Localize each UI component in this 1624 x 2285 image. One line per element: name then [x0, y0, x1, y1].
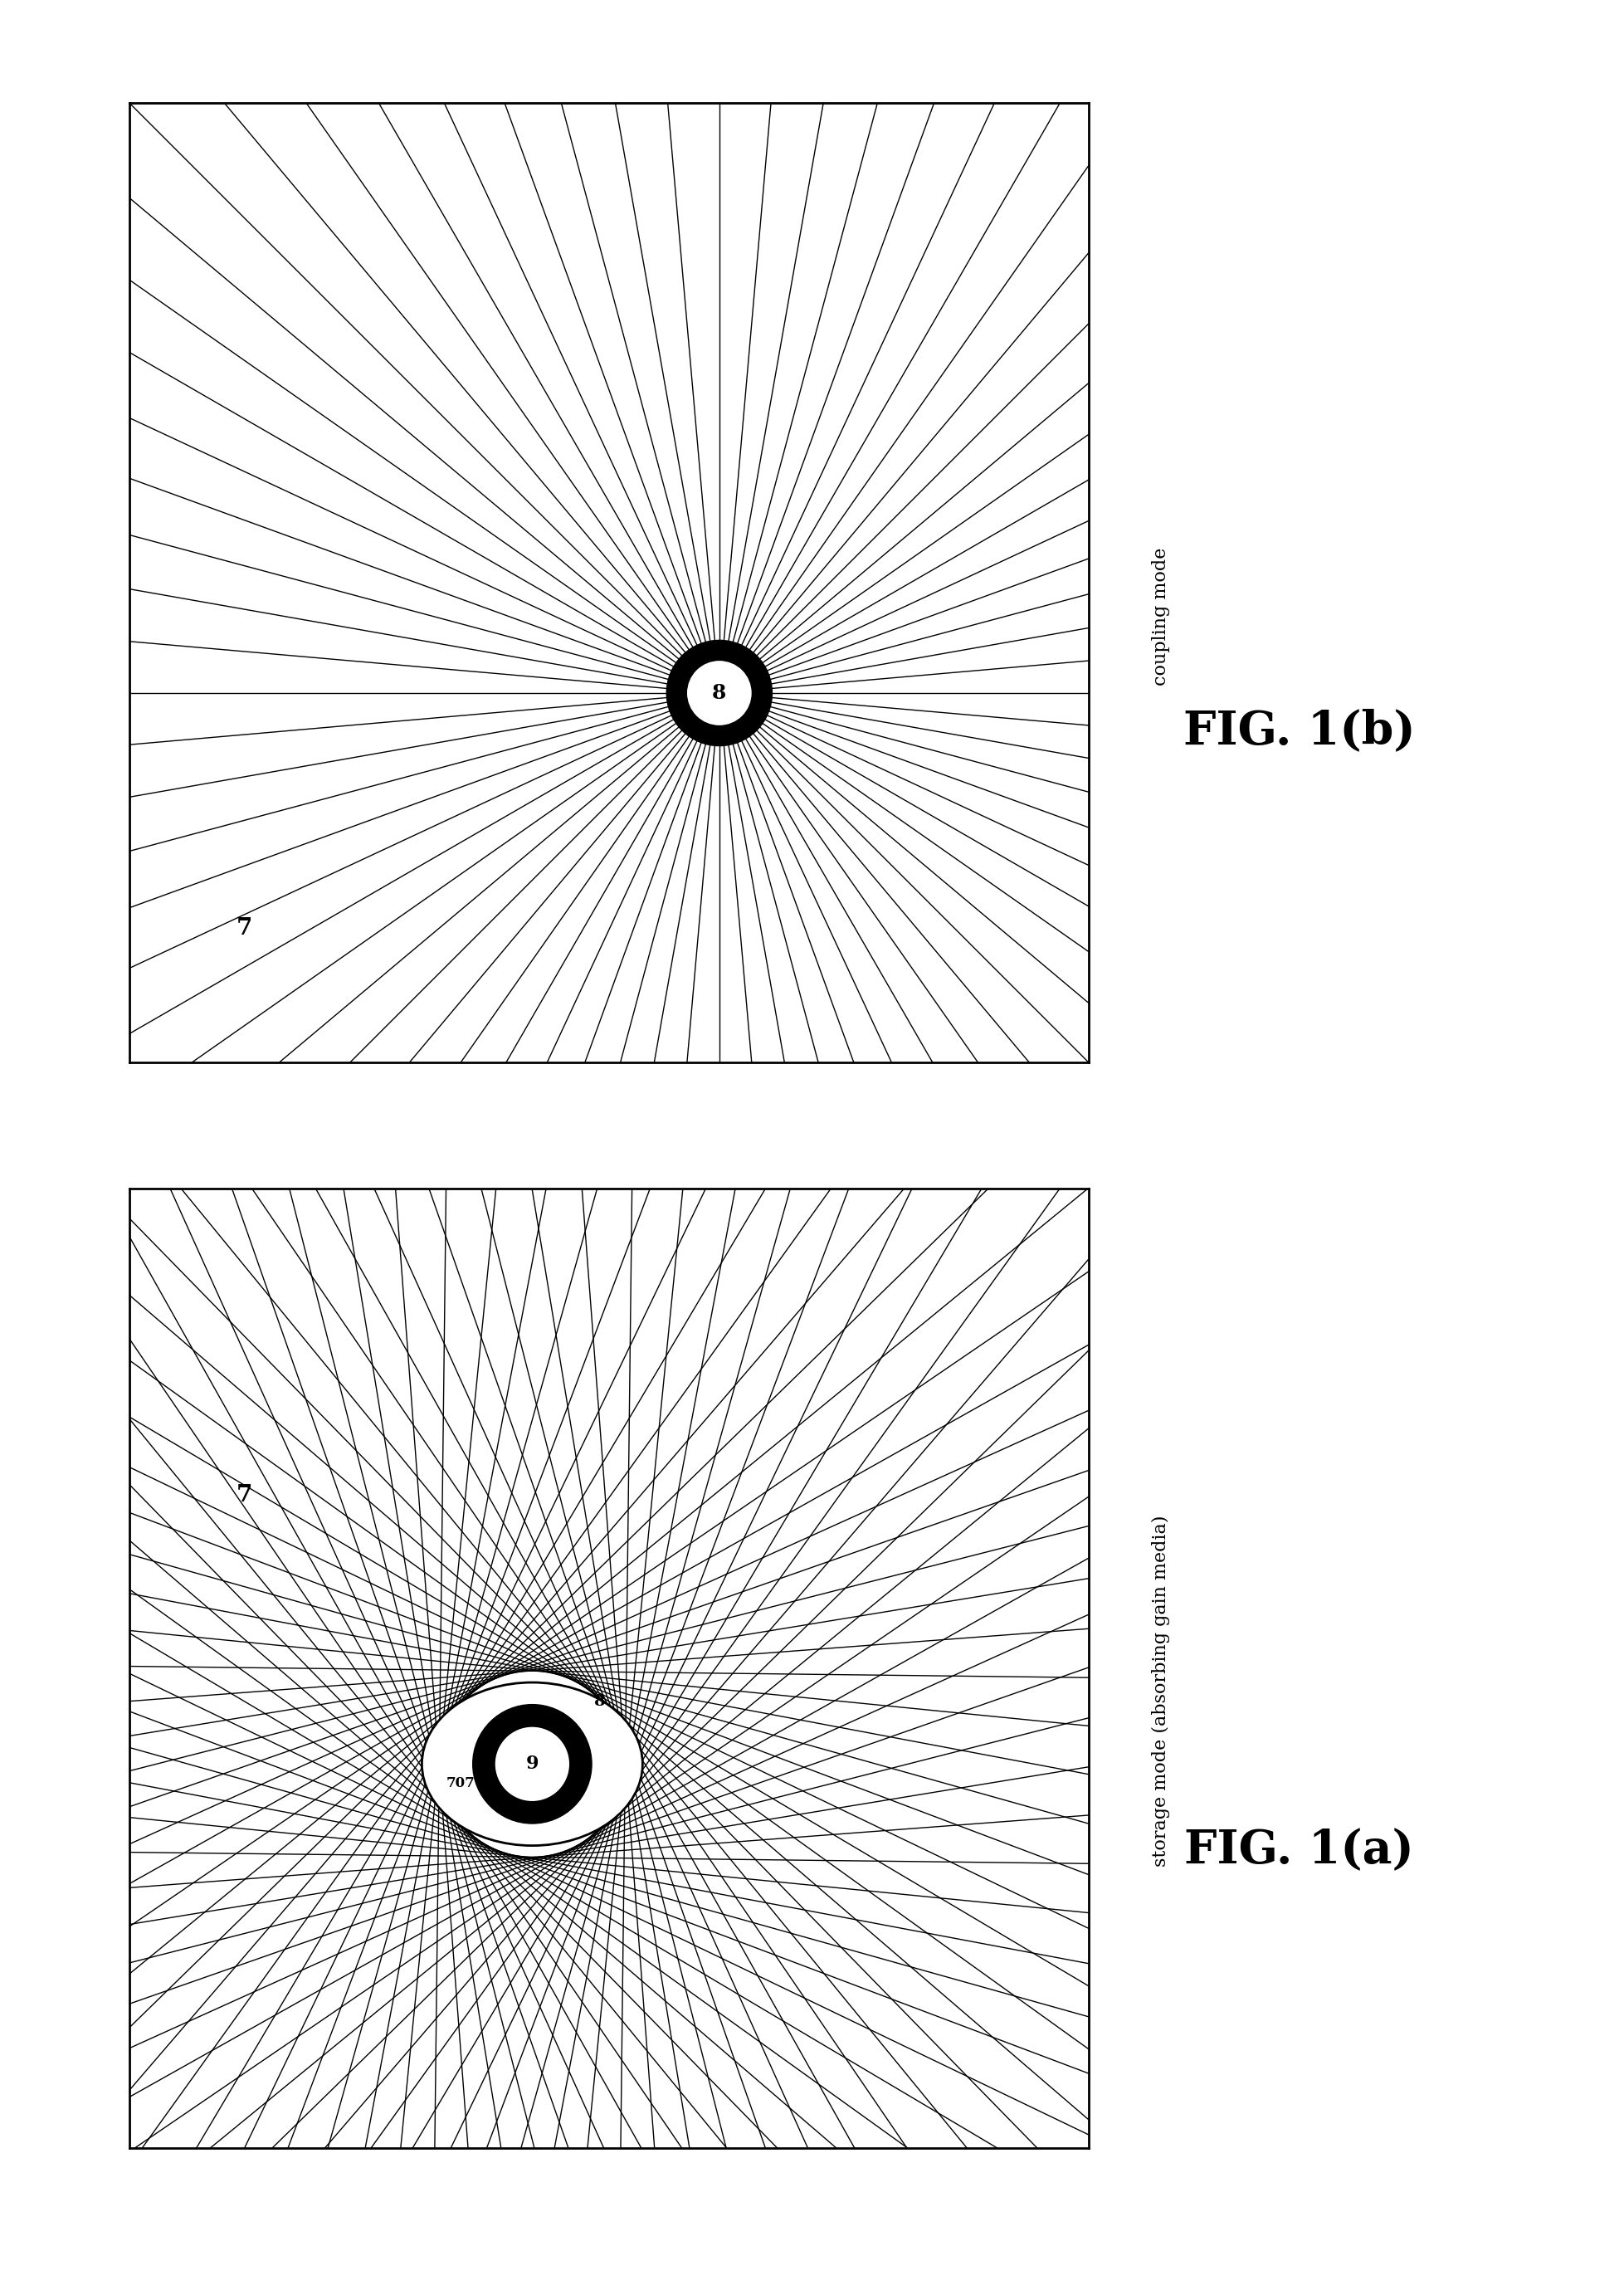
Circle shape: [495, 1727, 568, 1801]
Text: 7: 7: [237, 1483, 252, 1506]
Text: 8: 8: [713, 683, 726, 704]
Text: FIG. 1(a): FIG. 1(a): [1184, 1828, 1415, 1874]
Text: 9: 9: [526, 1755, 539, 1773]
Circle shape: [666, 640, 771, 745]
Text: 8: 8: [594, 1693, 606, 1709]
Circle shape: [473, 1705, 591, 1823]
Text: 7: 7: [237, 916, 252, 939]
Circle shape: [687, 660, 750, 724]
Ellipse shape: [422, 1682, 643, 1846]
Text: 707: 707: [447, 1775, 474, 1789]
Text: FIG. 1(b): FIG. 1(b): [1184, 708, 1415, 754]
Text: coupling mode: coupling mode: [1151, 548, 1171, 686]
Text: storage mode (absorbing gain media): storage mode (absorbing gain media): [1151, 1515, 1171, 1867]
